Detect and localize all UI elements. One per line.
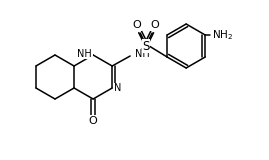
Text: O: O bbox=[151, 20, 160, 30]
Text: S: S bbox=[143, 40, 150, 52]
Text: NH$_2$: NH$_2$ bbox=[212, 28, 233, 42]
Text: O: O bbox=[89, 116, 97, 126]
Text: N: N bbox=[114, 83, 122, 93]
Text: O: O bbox=[133, 20, 141, 30]
Text: NH: NH bbox=[77, 49, 92, 59]
Text: NH: NH bbox=[135, 49, 150, 59]
